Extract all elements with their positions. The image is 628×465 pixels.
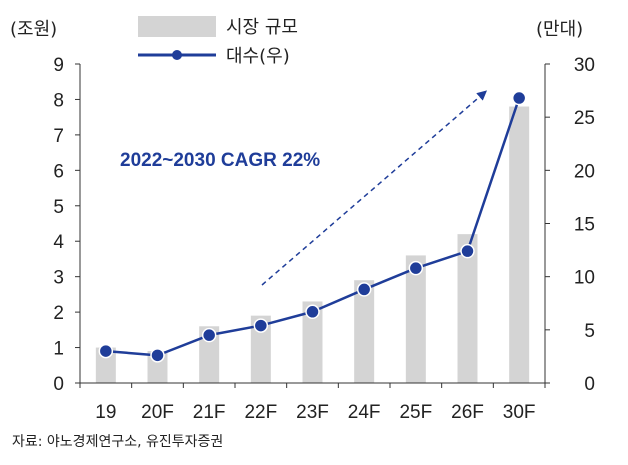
x-tick-label: 20F — [141, 402, 174, 423]
point-23F — [305, 304, 320, 320]
x-tick-label: 19 — [95, 402, 116, 423]
right-tick-label: 10 — [574, 268, 595, 289]
left-tick-label: 2 — [53, 303, 64, 324]
legend-line-marker — [172, 50, 182, 60]
x-tick-label: 30F — [503, 402, 536, 423]
left-axis-unit: (조원) — [10, 19, 57, 40]
legend-line-label: 대수(우) — [226, 46, 290, 67]
bar-25F — [405, 255, 426, 383]
point-24F — [356, 282, 372, 297]
right-tick-label: 20 — [574, 161, 595, 182]
point-20F — [150, 348, 165, 363]
bar-30F — [509, 106, 530, 384]
x-tick-label: 26F — [451, 402, 484, 423]
right-tick-label: 15 — [574, 215, 595, 236]
right-tick-label: 5 — [584, 321, 595, 342]
left-tick-label: 0 — [53, 374, 64, 395]
left-tick-label: 8 — [53, 90, 64, 111]
point-26F — [460, 243, 475, 259]
bar-24F — [354, 280, 375, 383]
legend-bar-swatch — [138, 16, 216, 37]
x-tick-label: 25F — [399, 402, 432, 423]
x-tick-label: 21F — [193, 402, 226, 423]
bar-23F — [302, 301, 323, 383]
point-21F — [201, 327, 217, 343]
left-axis-ticks: 0 1 2 3 4 5 6 7 8 9 — [53, 55, 80, 395]
trend-arrow — [261, 90, 488, 286]
point-30F — [511, 90, 527, 106]
x-tick-label: 23F — [296, 402, 329, 423]
right-axis-unit: (만대) — [536, 19, 583, 40]
left-tick-label: 7 — [53, 126, 64, 147]
legend: 시장 규모 대수(우) — [138, 16, 298, 67]
source-note: 자료: 야노경제연구소, 유진투자증권 — [12, 434, 223, 450]
left-tick-label: 1 — [53, 339, 64, 360]
x-axis-ticks: 19 20F 21F 22F 23F 24F 25F 26F 30F — [79, 383, 546, 423]
bar-series — [95, 106, 530, 384]
point-22F — [253, 318, 269, 333]
left-tick-label: 6 — [53, 161, 64, 182]
left-tick-label: 3 — [53, 268, 64, 289]
x-tick-label: 24F — [348, 402, 381, 423]
bar-21F — [199, 326, 220, 383]
right-tick-label: 30 — [574, 55, 595, 76]
bar-22F — [250, 315, 271, 383]
left-tick-label: 4 — [53, 232, 64, 253]
left-tick-label: 9 — [53, 55, 64, 76]
bar-19 — [95, 347, 116, 383]
right-tick-label: 25 — [574, 108, 595, 129]
bar-26F — [457, 234, 478, 383]
point-25F — [408, 260, 424, 276]
right-tick-label: 0 — [584, 374, 595, 395]
axes — [79, 64, 546, 384]
legend-bar-label: 시장 규모 — [226, 17, 298, 38]
cagr-annotation: 2022~2030 CAGR 22% — [120, 150, 320, 171]
x-tick-label: 22F — [244, 402, 277, 423]
line-series — [98, 90, 527, 363]
point-19 — [98, 343, 114, 359]
left-tick-label: 5 — [53, 197, 64, 218]
right-axis-ticks: 0 5 10 15 20 25 30 — [545, 55, 595, 395]
